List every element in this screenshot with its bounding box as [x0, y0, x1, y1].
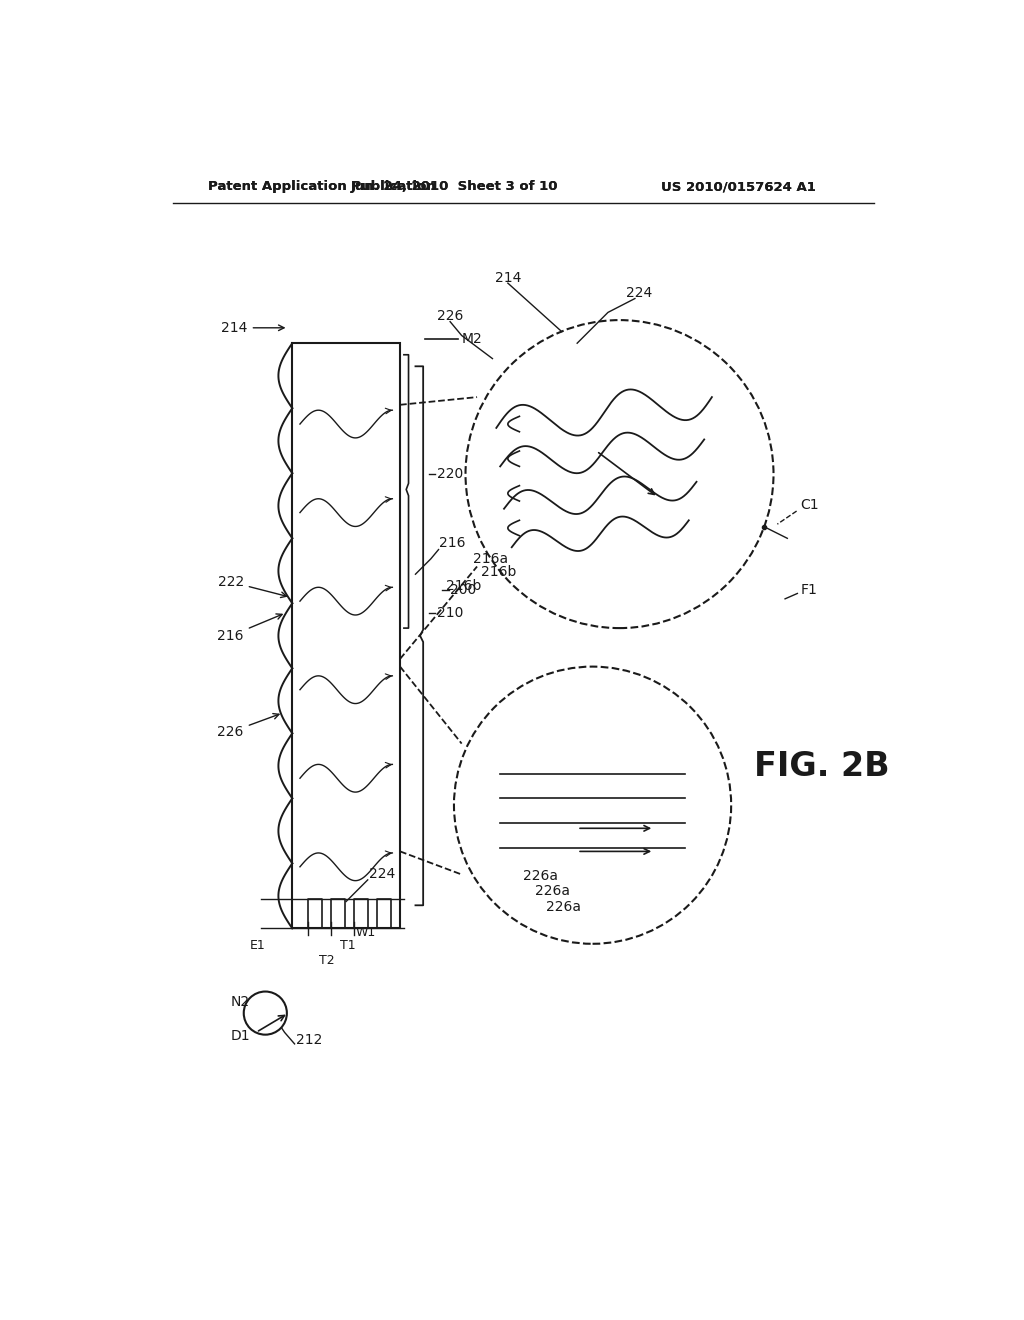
Text: 200: 200: [451, 582, 476, 597]
Text: US 2010/0157624 A1: US 2010/0157624 A1: [662, 181, 816, 194]
Text: 224: 224: [626, 286, 652, 300]
Text: 210: 210: [437, 606, 464, 619]
Text: 216: 216: [217, 614, 282, 643]
Text: E1: E1: [250, 939, 265, 952]
Text: T1: T1: [340, 939, 355, 952]
Text: D1: D1: [230, 1030, 250, 1043]
Circle shape: [244, 991, 287, 1035]
Text: 222: 222: [217, 576, 287, 598]
Text: 214: 214: [221, 321, 284, 335]
Text: T2: T2: [319, 954, 335, 968]
Text: 216b: 216b: [481, 565, 516, 579]
Text: 216b: 216b: [446, 578, 481, 593]
Text: 226a: 226a: [547, 900, 582, 913]
Text: 216: 216: [438, 536, 465, 550]
Text: 216a: 216a: [473, 552, 508, 566]
Text: F1: F1: [801, 582, 817, 597]
Bar: [292, 343, 400, 928]
Circle shape: [466, 321, 773, 628]
Text: 224: 224: [370, 867, 395, 882]
Text: 214: 214: [495, 271, 521, 285]
Text: C1: C1: [801, 498, 819, 512]
Text: Patent Application Publication: Patent Application Publication: [208, 181, 435, 194]
Text: 212: 212: [296, 1034, 323, 1047]
Text: US 2010/0157624 A1: US 2010/0157624 A1: [662, 181, 816, 194]
Text: 226: 226: [217, 714, 279, 739]
Text: Patent Application Publication: Patent Application Publication: [208, 181, 435, 194]
Text: FIG. 2B: FIG. 2B: [755, 750, 890, 783]
Text: W1: W1: [355, 925, 376, 939]
Text: Jun. 24, 2010  Sheet 3 of 10: Jun. 24, 2010 Sheet 3 of 10: [350, 181, 558, 194]
Text: N2: N2: [230, 994, 250, 1008]
Text: 220: 220: [437, 467, 463, 480]
Text: 226: 226: [437, 309, 463, 323]
Text: Jun. 24, 2010  Sheet 3 of 10: Jun. 24, 2010 Sheet 3 of 10: [350, 181, 558, 194]
Circle shape: [454, 667, 731, 944]
Text: 226a: 226a: [535, 884, 569, 899]
Text: M2: M2: [462, 333, 482, 346]
Text: 226a: 226a: [523, 869, 558, 883]
